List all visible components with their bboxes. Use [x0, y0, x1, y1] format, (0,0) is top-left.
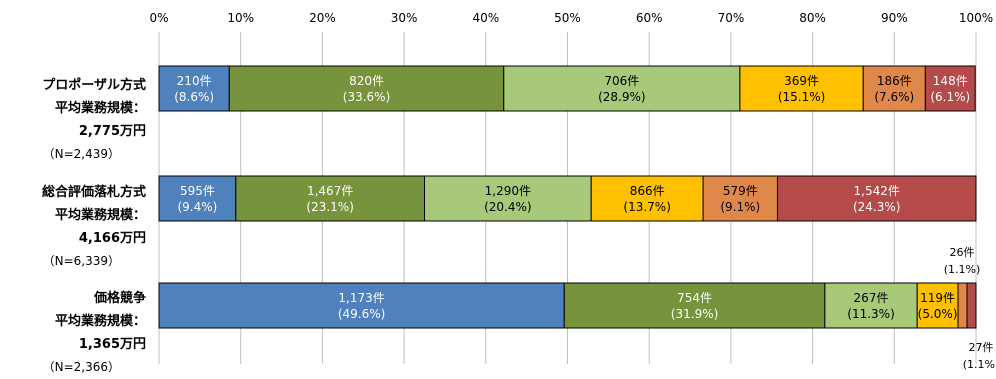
bar-segment	[424, 175, 592, 222]
x-tick-label: 100%	[959, 11, 993, 25]
data-label-count: 754件	[677, 291, 712, 305]
data-label-count: 706件	[604, 74, 639, 88]
data-label-percent: (6.1%)	[930, 90, 970, 104]
bar-segment	[957, 282, 968, 329]
data-label-count: 595件	[180, 184, 215, 198]
x-tick-labels: 0% 10% 20% 30% 40% 50% 60% 70% 80% 90% 100%	[149, 11, 993, 25]
data-label-percent: (8.6%)	[174, 90, 214, 104]
category-labels: プロポーザル方式平均業務規模：2,775万円（N=2,439）総合評価落札方式平…	[42, 77, 146, 374]
data-label-count: 1,173件	[338, 291, 384, 305]
data-label-percent: (9.1%)	[720, 200, 760, 214]
data-label-percent: (5.0%)	[918, 307, 958, 321]
data-label-count: 579件	[723, 184, 758, 198]
data-label-percent: (49.6%)	[338, 307, 385, 321]
bar-segment	[563, 282, 826, 329]
data-label-percent: (33.6%)	[343, 90, 390, 104]
data-label-count: 866件	[630, 184, 665, 198]
category-label-line: 価格競争	[93, 290, 146, 306]
data-label-count: 119件	[920, 291, 955, 305]
bar-segment	[158, 282, 565, 329]
data-label-percent: (9.4%)	[177, 200, 217, 214]
x-tick-label: 10%	[227, 11, 254, 25]
x-tick-label: 70%	[718, 11, 745, 25]
category-label-line: 平均業務規模：	[55, 207, 146, 223]
data-label-count: 27件	[969, 341, 994, 354]
data-label-percent: (1.1%)	[944, 263, 981, 276]
bar-segment	[739, 65, 864, 112]
x-tick-label: 30%	[391, 11, 418, 25]
data-label-percent: (24.3%)	[853, 200, 900, 214]
bar-segment	[824, 282, 918, 329]
category-label-line: 2,775万円	[79, 124, 146, 139]
bar-segment	[916, 282, 959, 329]
data-label-percent: (1.1%)	[963, 358, 996, 371]
x-tick-label: 60%	[636, 11, 663, 25]
bar-segment	[228, 65, 505, 112]
bar-segment	[776, 175, 977, 222]
category-label-line: （N=2,366）	[43, 360, 120, 374]
data-label-count: 1,290件	[485, 184, 531, 198]
data-label-count: 186件	[877, 74, 912, 88]
x-tick-label: 80%	[799, 11, 826, 25]
x-tick-label: 20%	[309, 11, 336, 25]
x-tick-label: 0%	[149, 11, 168, 25]
category-label-line: 平均業務規模：	[55, 100, 146, 116]
bar-segment	[702, 175, 778, 222]
bar-segment	[590, 175, 704, 222]
data-label-percent: (28.9%)	[598, 90, 645, 104]
bar-segment	[924, 65, 976, 112]
category-label-line: 総合評価落札方式	[42, 184, 146, 200]
x-tick-label: 90%	[881, 11, 908, 25]
data-label-percent: (7.6%)	[874, 90, 914, 104]
data-label-count: 210件	[177, 74, 212, 88]
data-label-count: 148件	[933, 74, 968, 88]
bar-segment	[235, 175, 426, 222]
data-label-count: 369件	[784, 74, 819, 88]
bar-segment	[158, 175, 237, 222]
data-label-percent: (23.1%)	[306, 200, 353, 214]
bar-segment	[158, 65, 230, 112]
bar-segment	[862, 65, 926, 112]
data-label-count: 820件	[349, 74, 384, 88]
category-label-line: 1,365万円	[79, 337, 146, 352]
x-tick-label: 50%	[554, 11, 581, 25]
category-label-line: 平均業務規模：	[55, 313, 146, 329]
data-label-count: 26件	[950, 246, 975, 259]
bars: 210件 (8.6%) 820件 (33.6%) 706件 (28.9%) 369件 (15.…	[158, 65, 996, 371]
category-label-line: （N=6,339）	[43, 254, 120, 268]
bar-segment	[503, 65, 741, 112]
data-label-percent: (15.1%)	[778, 90, 825, 104]
data-label-percent: (11.3%)	[847, 307, 894, 321]
data-label-percent: (31.9%)	[671, 307, 718, 321]
data-label-count: 267件	[854, 291, 889, 305]
bar-segment	[966, 282, 977, 329]
x-tick-label: 40%	[472, 11, 499, 25]
category-label-line: 4,166万円	[79, 231, 146, 246]
data-label-count: 1,542件	[854, 184, 900, 198]
category-label-line: （N=2,439）	[43, 147, 120, 161]
data-label-count: 1,467件	[307, 184, 353, 198]
data-label-percent: (13.7%)	[623, 200, 670, 214]
data-label-percent: (20.4%)	[484, 200, 531, 214]
category-label-line: プロポーザル方式	[42, 77, 146, 93]
